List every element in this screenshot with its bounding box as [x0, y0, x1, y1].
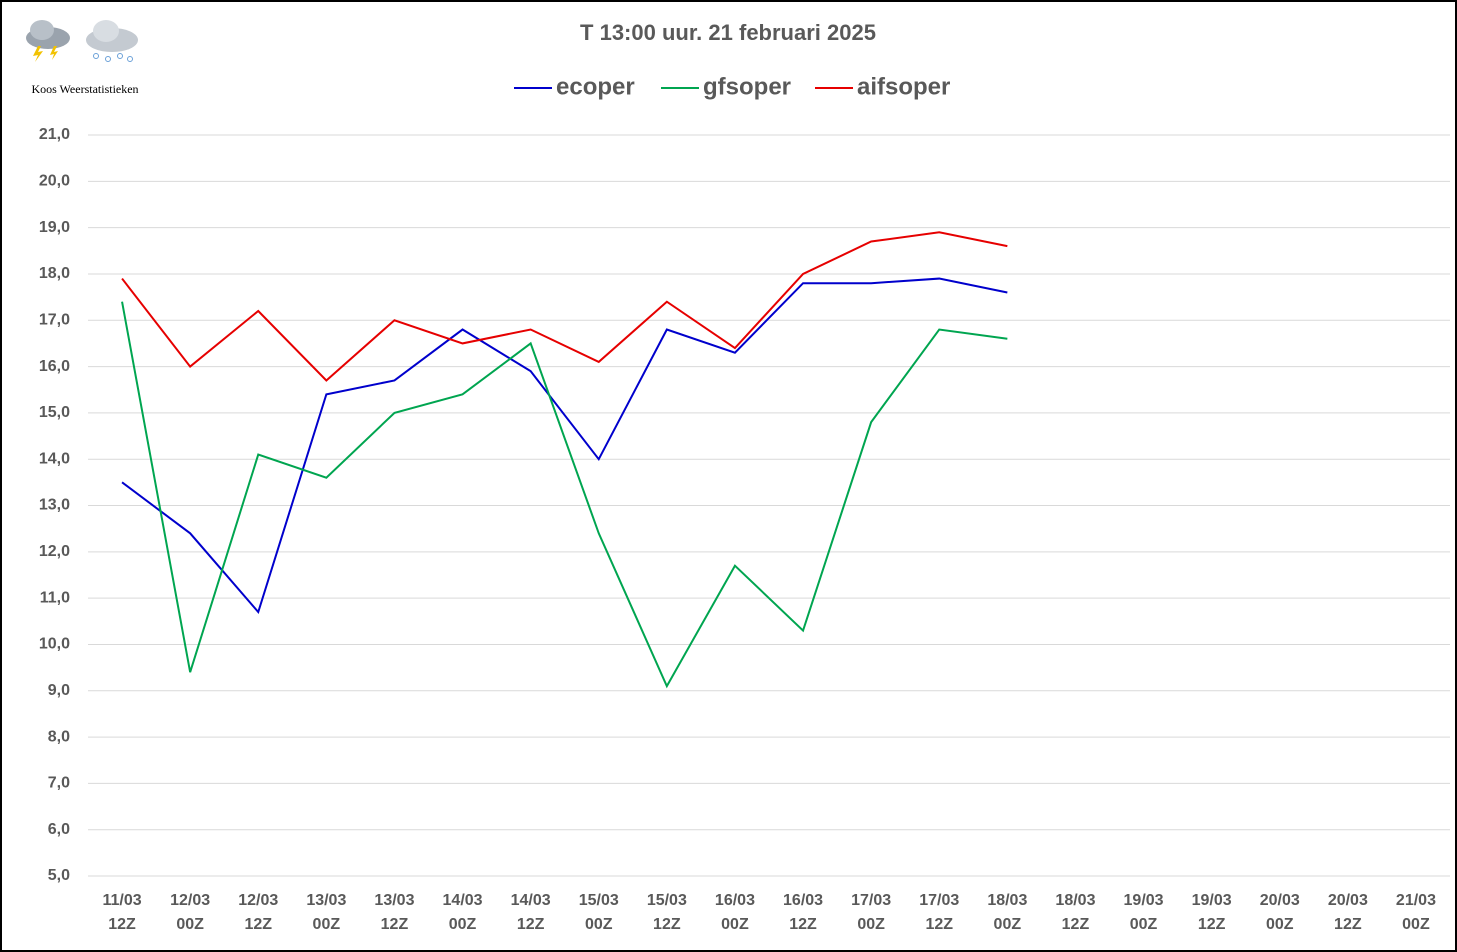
x-tick-hour: 12Z: [381, 916, 409, 933]
x-tick-date: 20/03: [1328, 892, 1368, 909]
x-tick-label: 14/03 00Z: [443, 892, 483, 933]
x-tick-hour: 00Z: [1402, 916, 1430, 933]
x-tick-hour: 00Z: [721, 916, 749, 933]
legend-label: aifsoper: [857, 73, 950, 100]
x-tick-date: 13/03: [306, 892, 346, 909]
x-tick-date: 21/03: [1396, 892, 1436, 909]
x-tick-date: 15/03: [579, 892, 619, 909]
y-tick-label: 17,0: [39, 311, 70, 328]
x-tick-label: 17/03 00Z: [851, 892, 891, 933]
y-tick-label: 15,0: [39, 404, 70, 421]
y-tick-label: 14,0: [39, 450, 70, 467]
x-tick-date: 15/03: [647, 892, 687, 909]
series-line: [121, 277, 1008, 615]
x-tick-hour: 00Z: [313, 916, 341, 933]
x-tick-hour: 12Z: [244, 916, 272, 933]
x-tick-hour: 00Z: [176, 916, 204, 933]
y-tick-label: 9,0: [48, 682, 70, 699]
x-tick-label: 20/03 12Z: [1328, 892, 1368, 933]
x-tick-date: 12/03: [238, 892, 278, 909]
x-tick-date: 19/03: [1192, 892, 1232, 909]
x-tick-label: 14/03 12Z: [511, 892, 551, 933]
x-tick-date: 18/03: [1055, 892, 1095, 909]
y-tick-label: 16,0: [39, 358, 70, 375]
x-tick-label: 16/03 00Z: [715, 892, 755, 933]
x-tick-hour: 12Z: [789, 916, 817, 933]
x-tick-date: 13/03: [374, 892, 414, 909]
y-tick-label: 13,0: [39, 497, 70, 514]
x-tick-hour: 00Z: [1130, 916, 1158, 933]
legend-label: ecoper: [556, 73, 635, 100]
x-tick-date: 16/03: [783, 892, 823, 909]
x-tick-label: 15/03 00Z: [579, 892, 619, 933]
x-tick-label: 18/03 00Z: [987, 892, 1027, 933]
x-tick-label: 13/03 00Z: [306, 892, 346, 933]
x-tick-label: 12/03 12Z: [238, 892, 278, 933]
x-tick-date: 20/03: [1260, 892, 1300, 909]
x-tick-hour: 12Z: [1198, 916, 1226, 933]
x-tick-date: 17/03: [919, 892, 959, 909]
y-tick-label: 6,0: [48, 821, 70, 838]
y-tick-label: 19,0: [39, 219, 70, 236]
x-tick-hour: 12Z: [1334, 916, 1362, 933]
x-tick-label: 21/03 00Z: [1396, 892, 1436, 933]
x-tick-date: 19/03: [1124, 892, 1164, 909]
x-tick-date: 12/03: [170, 892, 210, 909]
x-tick-label: 19/03 00Z: [1124, 892, 1164, 933]
x-tick-hour: 00Z: [1266, 916, 1294, 933]
x-tick-hour: 00Z: [449, 916, 477, 933]
x-tick-label: 15/03 12Z: [647, 892, 687, 933]
y-tick-label: 20,0: [39, 173, 70, 190]
x-tick-date: 16/03: [715, 892, 755, 909]
y-tick-label: 21,0: [39, 126, 70, 143]
x-tick-hour: 12Z: [653, 916, 681, 933]
x-tick-hour: 12Z: [1062, 916, 1090, 933]
x-tick-label: 18/03 12Z: [1055, 892, 1095, 933]
x-tick-label: 17/03 12Z: [919, 892, 959, 933]
x-tick-label: 19/03 12Z: [1192, 892, 1232, 933]
series-line: [121, 231, 1008, 382]
x-tick-label: 13/03 12Z: [374, 892, 414, 933]
chart-title: T 13:00 uur. 21 februari 2025: [580, 20, 876, 45]
watermark: Koos Weerstatistieken: [31, 82, 138, 96]
x-tick-label: 16/03 12Z: [783, 892, 823, 933]
y-tick-label: 11,0: [40, 589, 70, 606]
series-line: [121, 301, 1008, 689]
y-tick-label: 12,0: [39, 543, 70, 560]
x-tick-date: 17/03: [851, 892, 891, 909]
y-tick-label: 18,0: [39, 265, 70, 282]
x-tick-label: 20/03 00Z: [1260, 892, 1300, 933]
x-tick-hour: 12Z: [925, 916, 953, 933]
y-tick-label: 5,0: [48, 867, 70, 884]
x-tick-hour: 00Z: [585, 916, 613, 933]
x-tick-date: 11/03: [102, 892, 141, 909]
x-tick-hour: 00Z: [857, 916, 885, 933]
x-tick-hour: 12Z: [108, 916, 136, 933]
legend-label: gfsoper: [703, 73, 791, 100]
y-tick-label: 8,0: [48, 728, 70, 745]
x-tick-date: 14/03: [443, 892, 483, 909]
x-tick-date: 14/03: [511, 892, 551, 909]
x-tick-hour: 12Z: [517, 916, 545, 933]
y-tick-label: 7,0: [48, 775, 70, 792]
y-tick-label: 10,0: [39, 636, 70, 653]
x-tick-label: 11/03 12Z: [102, 892, 141, 933]
x-tick-date: 18/03: [987, 892, 1027, 909]
x-tick-label: 12/03 00Z: [170, 892, 210, 933]
x-tick-hour: 00Z: [994, 916, 1022, 933]
weather-icons: [26, 20, 138, 62]
